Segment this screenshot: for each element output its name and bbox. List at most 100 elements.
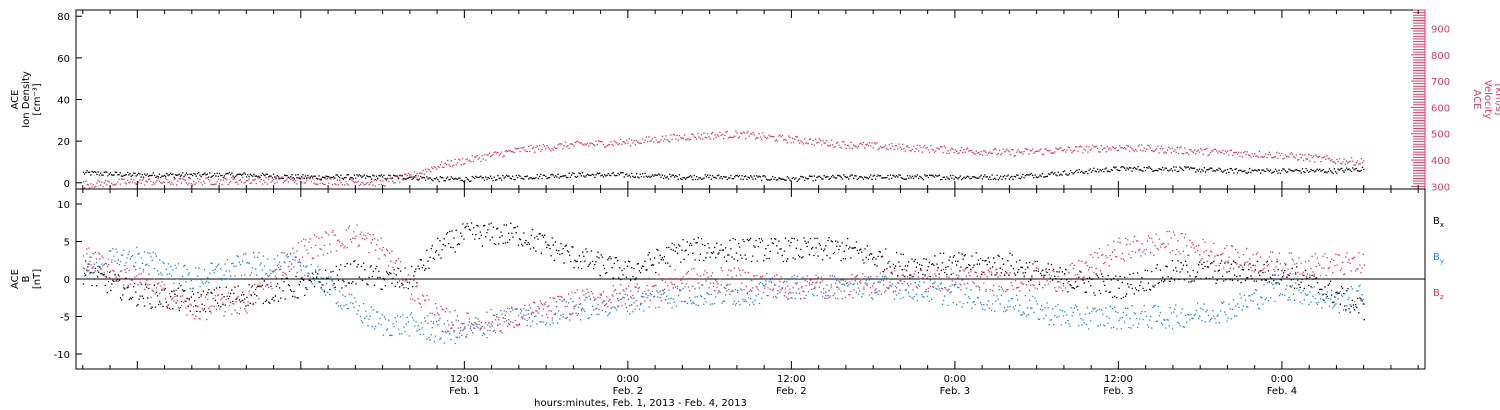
data-point [830,240,832,242]
data-point [1334,171,1337,173]
data-point [329,288,331,291]
data-point [295,275,297,278]
data-point [940,269,942,272]
data-point [1265,170,1267,172]
data-point [505,320,508,322]
data-point [989,176,991,178]
data-point [400,316,402,318]
data-point [541,315,543,317]
data-point [854,175,856,177]
data-point [975,177,977,179]
data-point [559,253,561,256]
data-point [449,333,451,335]
data-point [405,279,407,281]
data-point [1119,317,1121,319]
data-point [260,286,262,288]
data-point [453,164,455,166]
data-point [550,174,552,176]
data-point [1353,164,1355,166]
data-point [962,177,964,180]
data-point [1135,289,1138,291]
data-point [251,267,254,269]
data-point [1033,177,1035,179]
data-point [1022,173,1024,176]
data-point [482,332,485,334]
data-point [296,250,298,252]
data-point [999,267,1001,269]
data-point [237,256,239,258]
data-point [178,283,180,285]
data-point [577,267,579,269]
data-point [383,174,385,176]
data-point [1158,168,1160,170]
data-point [851,174,853,176]
data-point [704,174,706,176]
data-point [1080,318,1082,320]
data-point [393,174,395,176]
data-point [710,133,712,135]
data-point [432,167,434,170]
data-point [995,274,997,276]
data-point [1127,145,1129,147]
data-point [1272,284,1274,286]
data-point [944,178,947,181]
data-point [196,278,198,281]
data-point [303,238,305,240]
data-point [894,265,897,267]
data-point [896,294,898,296]
data-point [1011,297,1013,300]
data-point [404,330,406,333]
data-point [92,272,94,274]
data-point [952,302,954,304]
data-point [1087,151,1089,153]
data-point [570,298,572,300]
data-point [460,179,462,181]
data-point [540,252,542,254]
data-point [209,172,211,174]
data-point [270,285,272,287]
data-point [994,262,996,264]
data-point [602,300,605,302]
data-point [1239,275,1241,277]
data-point [516,177,519,179]
data-point [1217,169,1219,171]
data-point [1306,158,1308,160]
data-point [330,178,332,180]
data-point [198,172,200,174]
data-point [380,288,382,290]
data-point [975,252,977,254]
data-point [228,171,231,174]
data-point [250,286,252,288]
data-point [407,177,410,179]
data-point [487,154,489,156]
data-point [117,259,119,261]
data-point [1139,318,1141,320]
data-point [570,174,573,176]
data-point [1192,317,1194,319]
data-point [1109,291,1111,293]
data-point [470,222,473,224]
data-point [1245,172,1247,174]
data-point [593,296,595,298]
data-point [1067,291,1069,293]
data-point [638,177,640,179]
data-point [184,174,186,176]
data-point [443,238,445,240]
data-point [482,158,484,160]
data-point [174,295,176,298]
data-point [458,243,461,245]
data-point [159,259,161,261]
data-point [879,251,881,253]
data-point [460,164,462,166]
data-point [152,290,154,292]
data-point [927,266,929,268]
data-point [1279,293,1281,295]
data-point [1234,168,1236,170]
data-point [1095,145,1098,147]
data-point [1146,324,1149,326]
data-point [1202,153,1204,155]
data-point [516,308,518,310]
data-point [1319,168,1321,171]
data-point [440,161,443,163]
data-point [380,324,382,326]
